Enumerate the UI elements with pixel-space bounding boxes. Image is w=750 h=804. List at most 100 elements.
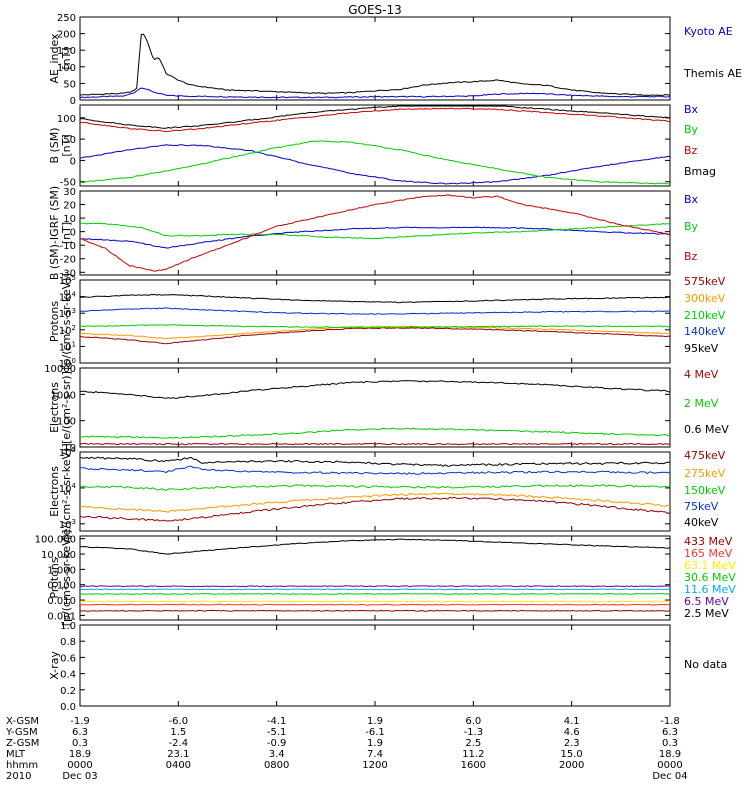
row-value: 2000 (559, 760, 584, 771)
row-value: 0400 (166, 760, 191, 771)
row-value: 3.4 (269, 749, 285, 760)
y-axis-label: Electrons (48, 466, 61, 517)
legend-by: By (684, 220, 699, 233)
legend-4-mev: 4 MeV (684, 368, 719, 381)
y-tick-label: 0.010 (47, 596, 76, 607)
legend-2-5-mev: 2.5 MeV (684, 607, 729, 620)
row-label-hhmm: hhmm (6, 760, 38, 771)
y-axis-unit: [p/(cm²-s-sr-keV)] (60, 273, 73, 370)
row-value: 2.3 (564, 738, 580, 749)
y-tick-label: 0 (70, 96, 76, 107)
panel-frame (79, 190, 671, 276)
legend-11-6-mev: 11.6 MeV (684, 583, 736, 596)
y-tick-label: 100 (57, 417, 76, 428)
legend-by: By (684, 123, 699, 136)
series-line-40kev (79, 456, 671, 467)
panel-3: -30 -20 -10 0 10 20 30B (SM)-IGRF (SM) [nT] Bx By… (48, 186, 699, 280)
legend-275kev: 275keV (684, 467, 726, 480)
row-value: 23.1 (167, 749, 189, 760)
y-tick-label: 10 (63, 214, 76, 225)
y-axis-label: B (SM)-IGRF (SM) (48, 186, 61, 280)
series-line-bmag (79, 105, 670, 129)
y-axis-unit: [e/(cm²-s-sr-keV)] (60, 443, 73, 539)
row-value: 1200 (362, 760, 387, 771)
y-tick-label: 1000 (51, 390, 76, 401)
panel-frame (79, 367, 671, 448)
y-axis-label: X-ray (48, 651, 61, 680)
legend-575kev: 575keV (684, 275, 726, 288)
legend-6-5-mev: 6.5 MeV (684, 595, 729, 608)
y-tick-label: 0.6 (60, 653, 76, 664)
panel-4: 100 101 102 103 104 105 Protons [p/(cm²-s-sr-ke… (48, 273, 726, 370)
series-line-by (79, 222, 671, 240)
legend-bz: Bz (684, 250, 698, 263)
row-value: 1.9 (367, 738, 383, 749)
y-tick-label: 105 (59, 274, 76, 287)
y-tick-label: 100 (57, 63, 76, 74)
series-line-575kev (79, 327, 671, 345)
panel-frame (79, 16, 671, 101)
y-tick-label: -50 (60, 178, 76, 189)
series-line-150kev (79, 484, 671, 491)
legend-0-6-mev: 0.6 MeV (684, 423, 729, 436)
legend-165-mev: 165 MeV (684, 547, 733, 560)
panel-2: -50 0 50 100 B (SM) [nT] Bx By Bz Bmag (48, 103, 716, 189)
row-value: -6.1 (365, 727, 385, 738)
legend-themis-ae: Themis AE (683, 67, 742, 80)
chart-title: GOES-13 (348, 3, 402, 17)
series-line-0-6-mev (79, 380, 671, 399)
y-tick-label: 1.000 (47, 565, 76, 576)
y-axis-label: AE_index (48, 33, 61, 84)
y-tick-label: 30 (63, 187, 76, 198)
row-value: 6.3 (72, 727, 88, 738)
legend-40kev: 40keV (684, 516, 719, 529)
row-value: 0000 (657, 760, 682, 771)
y-tick-label: 0 (70, 228, 76, 239)
row-value: 2.5 (465, 738, 481, 749)
legend-2-mev: 2 MeV (684, 397, 719, 410)
row-value: 1.9 (367, 716, 383, 727)
series-line-bx (79, 226, 671, 249)
y-axis-label: Protons (48, 557, 61, 598)
row-value: Dec 04 (652, 771, 687, 782)
y-tick-label: 103 (59, 518, 76, 531)
series-line-bz (79, 194, 671, 272)
y-tick-label: 250 (57, 13, 76, 24)
row-value: -1.9 (70, 716, 90, 727)
y-tick-label: 102 (59, 324, 76, 337)
y-tick-label: 100 (57, 114, 76, 125)
y-tick-label: 10.000 (41, 550, 76, 561)
series-line-275kev (79, 492, 671, 513)
y-tick-label: 101 (59, 340, 76, 353)
y-axis-label: Protons (48, 301, 61, 342)
y-tick-label: 100 (59, 357, 76, 370)
y-tick-label: 0.4 (60, 670, 76, 681)
row-value: 0800 (264, 760, 289, 771)
series-line-2-5-mev (79, 538, 671, 555)
y-tick-label: 0 (70, 156, 76, 167)
y-tick-label: 150 (57, 46, 76, 57)
series-line-themis-ae (79, 33, 671, 97)
y-tick-label: 0.001 (47, 611, 76, 622)
y-tick-label: -30 (60, 268, 76, 279)
y-tick-label: 50 (63, 79, 76, 90)
legend-bmag: Bmag (684, 165, 716, 178)
y-tick-label: -10 (60, 241, 76, 252)
legend-475kev: 475keV (684, 449, 726, 462)
y-axis-unit: [e/(cm²-s-sr)] (60, 371, 73, 444)
y-tick-label: 10000 (44, 364, 76, 375)
y-axis-unit: [p/(cm²-s-sr-keV)] (60, 530, 73, 627)
row-value: -0.9 (267, 738, 287, 749)
y-tick-label: 104 (59, 291, 77, 304)
row-label-2010: 2010 (6, 771, 31, 782)
series-line-bz (79, 107, 671, 133)
series-line-433-mev (79, 609, 671, 612)
series-line-2-mev (80, 427, 671, 439)
row-value: 6.3 (662, 727, 678, 738)
row-value: 1.5 (170, 727, 186, 738)
row-value: 15.0 (561, 749, 583, 760)
row-value: -1.3 (464, 727, 484, 738)
series-line-11-6-mev (79, 588, 671, 591)
row-value: -4.1 (267, 716, 287, 727)
